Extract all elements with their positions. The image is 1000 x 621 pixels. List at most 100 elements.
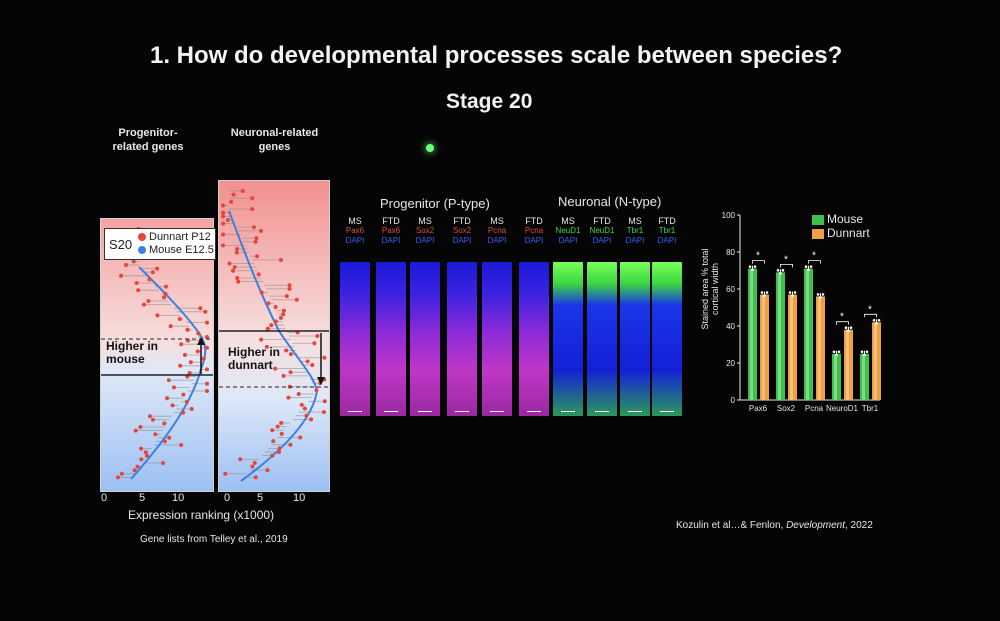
data-point xyxy=(763,294,766,297)
x-tick: 10 xyxy=(172,492,185,504)
data-point xyxy=(844,326,848,329)
bar-mouse xyxy=(804,268,813,400)
dunnart-point xyxy=(287,283,292,288)
marker-label: Sox2 xyxy=(415,226,435,235)
dunnart-point xyxy=(221,221,226,226)
dunnart-point xyxy=(155,313,160,318)
dunnart-point xyxy=(139,457,144,462)
dunnart-point xyxy=(185,327,190,332)
species-label: FTD xyxy=(525,216,543,226)
data-point xyxy=(849,326,853,329)
dunnart-point xyxy=(115,475,120,480)
dunnart-point xyxy=(189,407,194,411)
dunnart-point xyxy=(195,349,200,354)
neuronal-stain-header: Neuronal (N-type) xyxy=(558,194,662,209)
x-tick: 5 xyxy=(139,492,146,504)
dunnart-point xyxy=(256,272,261,277)
ranking-legend: S20 Dunnart P12 Mouse E12.5 xyxy=(104,228,216,260)
stain-column-label: MS Sox2 DAPI xyxy=(408,216,442,246)
dunnart-point xyxy=(223,471,228,476)
neuronal-genes-header: Neuronal-related genes xyxy=(230,127,319,153)
dunnart-point xyxy=(265,326,270,331)
dunnart-point xyxy=(119,471,124,476)
dunnart-point xyxy=(287,286,292,291)
stain-image-strip xyxy=(340,262,370,416)
up-arrow-icon xyxy=(197,337,205,345)
dunnart-point xyxy=(305,359,310,364)
dunnart-point xyxy=(155,266,160,271)
dunnart-point xyxy=(281,312,286,317)
scale-bar xyxy=(628,411,642,412)
neuronal-ranking-panel xyxy=(218,180,330,492)
stain-image-strip xyxy=(620,262,650,416)
bar-highlight xyxy=(778,272,781,400)
data-point xyxy=(816,293,820,296)
data-point xyxy=(760,291,764,294)
data-point xyxy=(793,291,797,294)
bar-dunnart xyxy=(816,296,825,400)
dunnart-point xyxy=(288,442,293,447)
dapi-label: DAPI xyxy=(381,236,401,245)
slide-subtitle: Stage 20 xyxy=(446,90,533,113)
marker-label: Tbr1 xyxy=(658,226,676,235)
dunnart-point xyxy=(277,446,282,451)
data-point xyxy=(835,353,838,357)
data-point xyxy=(776,269,780,272)
dunnart-point xyxy=(139,446,144,451)
dunnart-point xyxy=(150,270,155,275)
dunnart-point xyxy=(232,265,237,270)
data-point xyxy=(753,265,757,268)
scale-bar xyxy=(348,411,362,412)
data-point xyxy=(832,350,836,354)
data-point xyxy=(863,353,866,357)
stain-column-label: MS Pcna DAPI xyxy=(480,216,514,246)
data-point xyxy=(875,322,878,325)
dunnart-point xyxy=(221,203,225,208)
x-tick: 0 xyxy=(224,492,231,504)
dunnart-point xyxy=(236,279,241,284)
progenitor-genes-header: Progenitor- related genes xyxy=(112,127,184,153)
dapi-label: DAPI xyxy=(592,236,612,245)
slide-title: 1. How do developmental processes scale … xyxy=(150,42,843,69)
bar-dunnart xyxy=(844,329,853,400)
significance-bracket xyxy=(752,260,765,264)
dunnart-point xyxy=(298,435,303,440)
dunnart-point xyxy=(131,259,136,264)
dunnart-point xyxy=(168,324,173,329)
dunnart-point xyxy=(167,435,172,440)
dunnart-point xyxy=(259,290,264,295)
dunnart-point xyxy=(147,277,152,282)
dunnart-point xyxy=(322,399,327,404)
dunnart-point xyxy=(266,301,271,306)
dunnart-point xyxy=(198,306,203,311)
dunnart-point xyxy=(321,410,326,415)
dunnart-point xyxy=(286,395,291,400)
marker-label: Tbr1 xyxy=(626,226,644,235)
dunnart-point xyxy=(312,341,317,346)
scale-bar xyxy=(455,411,469,412)
dunnart-point xyxy=(271,439,276,444)
stain-image-strip xyxy=(519,262,549,416)
dapi-label: DAPI xyxy=(625,236,645,245)
dunnart-point xyxy=(221,214,225,219)
data-point xyxy=(837,350,841,354)
significance-star: * xyxy=(812,251,816,262)
stain-image-strip xyxy=(447,262,477,416)
dunnart-point xyxy=(253,475,258,480)
dapi-label: DAPI xyxy=(452,236,472,245)
dunnart-point xyxy=(163,284,168,289)
bar-legend-dunnart: Dunnart xyxy=(812,226,870,240)
mouse-ranking-curve xyxy=(228,210,319,482)
legend-swatch xyxy=(812,228,824,239)
data-point xyxy=(877,319,881,322)
dunnart-point xyxy=(269,323,274,328)
dapi-label: DAPI xyxy=(558,236,578,245)
bar-highlight xyxy=(750,268,753,400)
data-point xyxy=(751,268,754,271)
dunnart-point xyxy=(275,424,280,429)
dunnart-point xyxy=(185,338,190,343)
dunnart-point xyxy=(281,308,286,313)
marker-label: NeuD1 xyxy=(555,226,581,235)
dunnart-point xyxy=(253,239,258,244)
dunnart-point xyxy=(225,218,230,222)
